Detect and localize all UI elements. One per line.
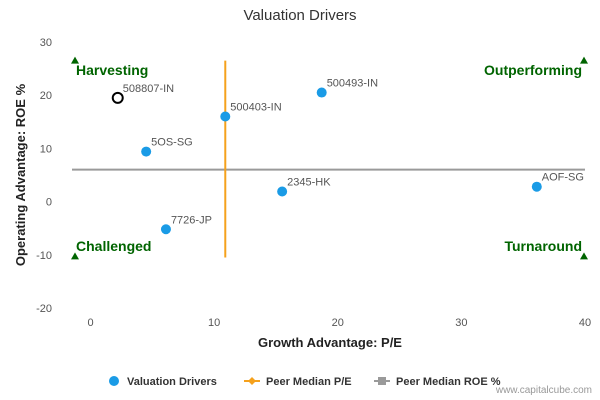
legend-pe-marker [248, 377, 256, 385]
data-point [277, 186, 288, 197]
y-tick-label: 10 [40, 143, 52, 155]
data-point [160, 224, 171, 235]
data-points: 508807-IN 500403-IN 500493-IN 5OS-SG 2345-HK… [111, 78, 584, 235]
point-label: AOF-SG [542, 172, 584, 184]
y-tick-label: -10 [36, 250, 52, 262]
x-tick-label: 20 [332, 317, 344, 329]
y-tick-label: -20 [36, 303, 52, 315]
y-tick-label: 30 [40, 37, 52, 49]
point-label: 2345-HK [287, 176, 331, 188]
x-tick-label: 30 [455, 317, 467, 329]
point-label: 500403-IN [230, 101, 281, 113]
legend: Valuation Drivers Peer Median P/E Peer Med… [109, 376, 501, 388]
quadrant-label: Outperforming [484, 62, 582, 78]
chart-title: Valuation Drivers [243, 7, 357, 24]
data-point [111, 91, 124, 104]
quadrant-marker-icon [580, 56, 588, 64]
point-label: 7726-JP [171, 214, 212, 226]
credit-text: www.capitalcube.com [495, 385, 592, 396]
data-point [316, 87, 327, 98]
x-tick-label: 10 [208, 317, 220, 329]
legend-label: Valuation Drivers [127, 376, 217, 388]
quadrant-label: Turnaround [504, 238, 582, 254]
axis-ticks: 0 10 20 30 40 -20 -10 0 10 20 30 [36, 37, 591, 329]
legend-label: Peer Median P/E [266, 376, 352, 388]
data-point [531, 181, 542, 192]
x-tick-label: 0 [87, 317, 93, 329]
legend-valuation-marker [109, 376, 119, 386]
point-label: 5OS-SG [151, 137, 193, 149]
y-axis-title: Operating Advantage: ROE % [13, 83, 28, 266]
legend-label: Peer Median ROE % [396, 376, 501, 388]
quadrant-markers: Harvesting Outperforming Challenged Turnaro… [71, 56, 588, 260]
quadrant-label: Harvesting [76, 62, 148, 78]
x-tick-label: 40 [579, 317, 591, 329]
quadrant-label: Challenged [76, 238, 151, 254]
quadrant-marker-icon [71, 56, 79, 64]
quadrant-marker-icon [580, 252, 588, 260]
data-point [220, 111, 231, 122]
quadrant-marker-icon [71, 252, 79, 260]
y-tick-label: 20 [40, 90, 52, 102]
point-label: 508807-IN [123, 83, 174, 95]
legend-roe-marker [378, 377, 386, 385]
median-lines [72, 60, 585, 258]
data-point [141, 146, 152, 157]
y-tick-label: 0 [46, 197, 52, 209]
point-label: 500493-IN [327, 78, 378, 90]
x-axis-title: Growth Advantage: P/E [258, 335, 402, 350]
